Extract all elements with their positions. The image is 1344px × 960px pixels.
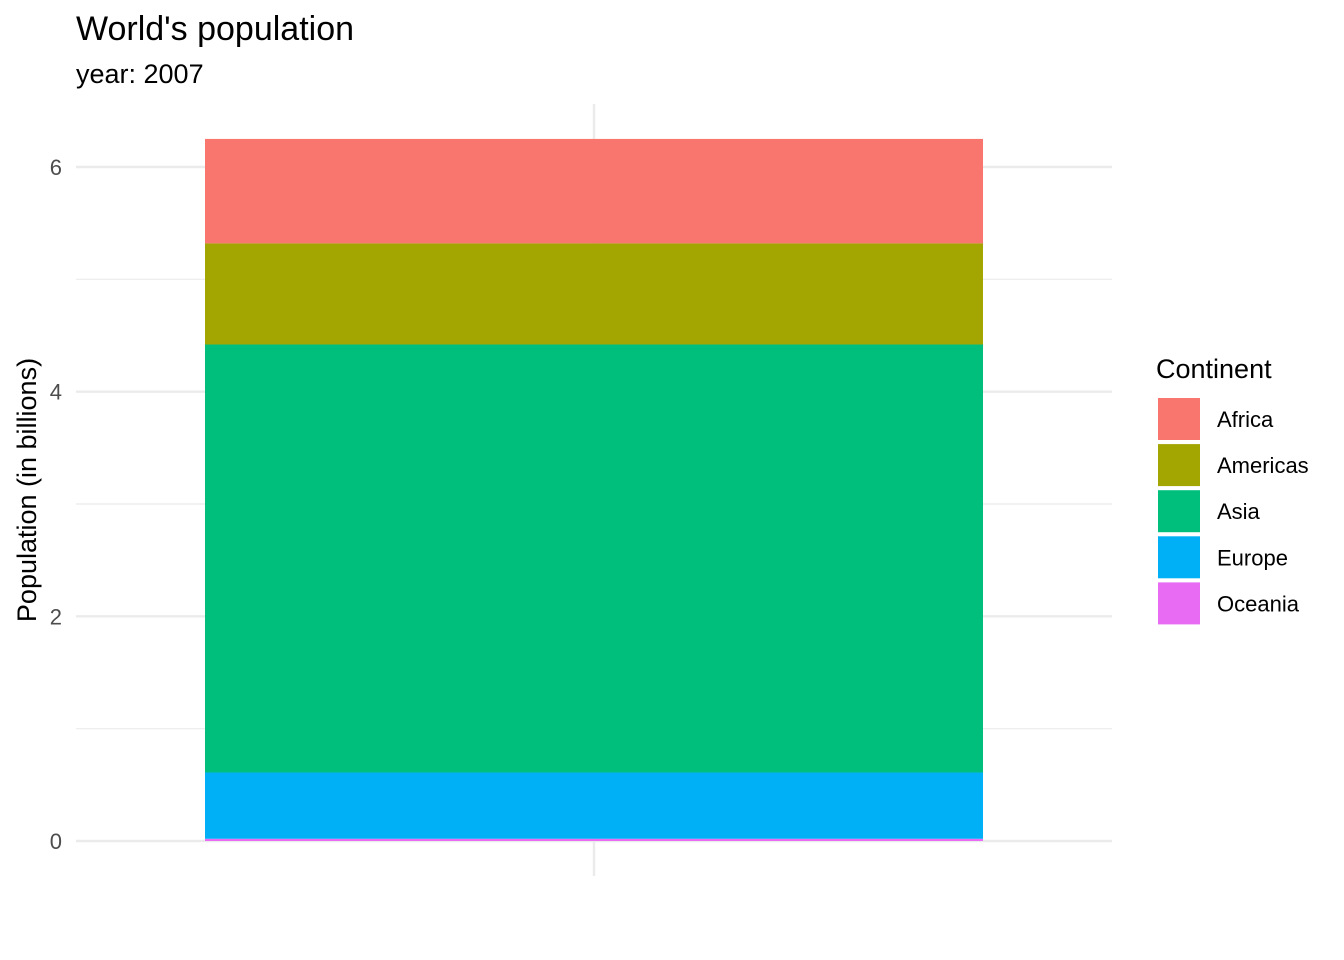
legend: Continent Africa Americas Asia Europe Oceani… <box>1156 354 1309 625</box>
bar-segment-europe <box>205 772 983 839</box>
bar-segment-oceania <box>205 838 983 841</box>
y-axis-title: Population (in billions) <box>12 358 42 622</box>
legend-label-europe: Europe <box>1217 545 1288 570</box>
bar-segment-asia <box>205 344 983 773</box>
bar-segments <box>205 138 983 841</box>
bar-segment-americas <box>205 243 983 345</box>
y-tick-label: 0 <box>50 829 62 854</box>
y-tick-label: 4 <box>50 380 62 405</box>
legend-label-asia: Asia <box>1217 499 1261 524</box>
legend-label-africa: Africa <box>1217 407 1274 432</box>
legend-label-americas: Americas <box>1217 453 1309 478</box>
legend-key-americas <box>1158 444 1200 487</box>
legend-key-oceania <box>1158 582 1200 625</box>
chart-subtitle: year: 2007 <box>76 59 204 89</box>
y-tick-label: 2 <box>50 604 62 629</box>
bar-segment-africa <box>205 138 983 244</box>
y-tick-label: 6 <box>50 155 62 180</box>
y-axis-ticks: 0 2 4 6 <box>50 155 62 854</box>
legend-key-europe <box>1158 536 1200 579</box>
legend-title: Continent <box>1156 354 1272 384</box>
legend-label-oceania: Oceania <box>1217 591 1300 616</box>
chart-title: World's population <box>76 10 354 48</box>
legend-key-africa <box>1158 398 1200 440</box>
legend-key-asia <box>1158 490 1200 533</box>
